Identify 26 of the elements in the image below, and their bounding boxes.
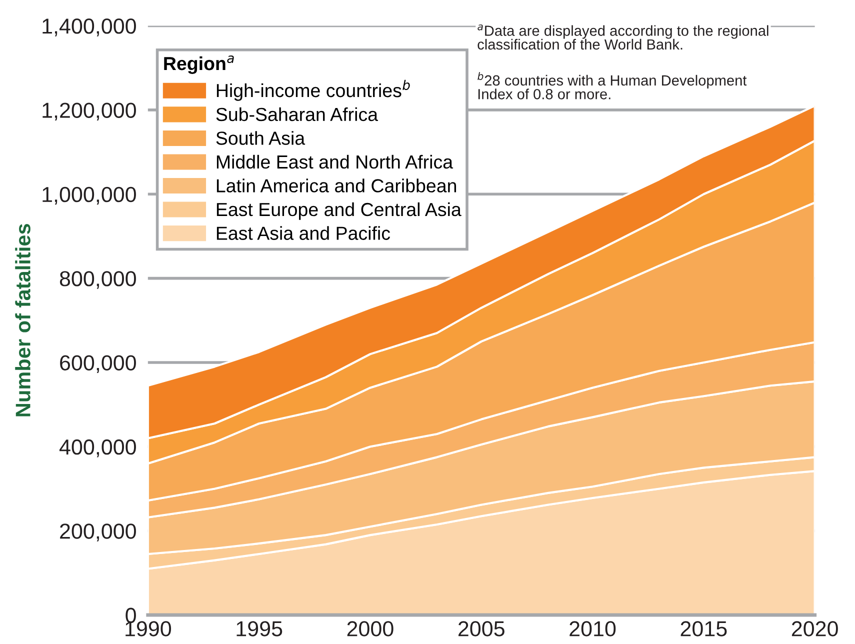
y-tick-label: 400,000 <box>59 439 136 458</box>
x-tick-label: 1995 <box>236 621 282 636</box>
y-tick-label: 800,000 <box>60 271 136 289</box>
y-tick-label: 200,000 <box>60 524 136 542</box>
legend-label: East Europe and Central Asia <box>216 202 462 220</box>
x-tick-label: 2020 <box>792 621 838 636</box>
legend-label: Middle East and North Africa <box>216 154 454 169</box>
y-tick-label: 1,400,000 <box>42 18 136 36</box>
y-axis-title: Number of fatalities <box>15 224 30 416</box>
x-tick-label: 1990 <box>126 621 172 636</box>
x-tick-label: 2010 <box>570 621 616 636</box>
annotation: $^{b}$28 countries with a Human Development Index of 0.8 or more. <box>478 72 747 100</box>
x-tick-label: 2005 <box>458 621 504 636</box>
legend-title: Region$^{a}$ <box>164 55 234 74</box>
legend-label: Sub-Saharan Africa <box>216 107 378 122</box>
y-tick-label: 600,000 <box>60 355 136 374</box>
annotation: $^{a}$Data are displayed according to the regional classification of the World Bank. <box>478 24 768 50</box>
legend-label: South Asia <box>216 131 306 145</box>
legend-label: Latin America and Caribbean <box>216 178 456 192</box>
legend-label: East Asia and Pacific <box>216 226 390 240</box>
y-tick-label: 1,000,000 <box>42 186 136 205</box>
x-tick-label: 2015 <box>680 621 727 636</box>
y-tick-label: 1,200,000 <box>42 102 136 120</box>
legend-label: High-income countries$^{b}$ <box>216 80 410 101</box>
x-tick-label: 2000 <box>347 621 394 636</box>
y-tick-label: 0 <box>126 608 136 624</box>
